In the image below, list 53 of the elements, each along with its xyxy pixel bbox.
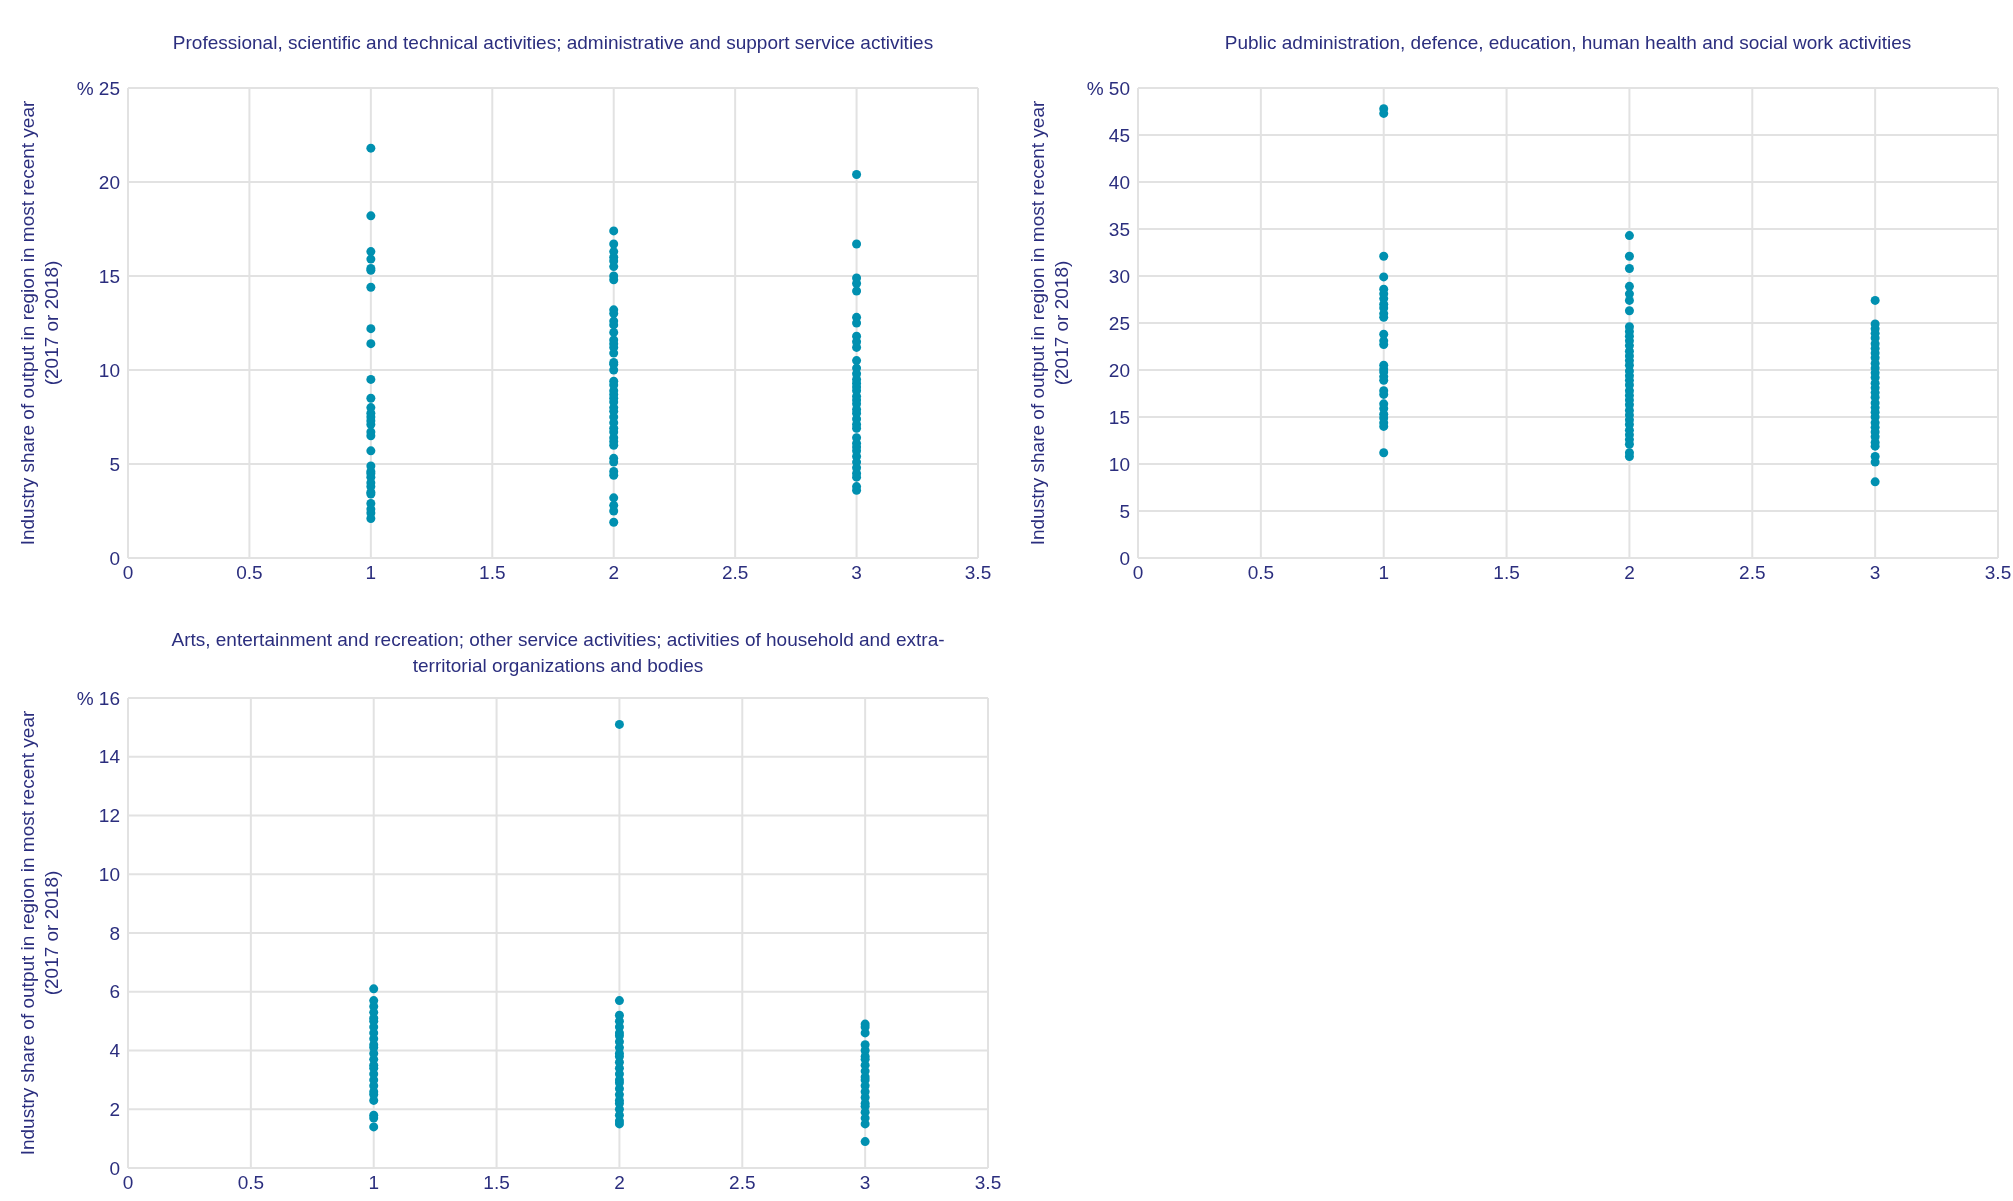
y-tick-label: 14 bbox=[98, 746, 121, 768]
x-tick-label: 2 bbox=[608, 562, 619, 584]
x-tick-label: 1 bbox=[365, 562, 377, 584]
x-tick-label: 1 bbox=[1378, 562, 1389, 584]
x-tick-label: 1.5 bbox=[1493, 562, 1520, 584]
y-axis-title: Industry share of output in region in most recent year (2017 or 2018) bbox=[1026, 99, 1073, 548]
y-tick-label: 10 bbox=[98, 359, 120, 381]
y-tick-label: 35 bbox=[1108, 218, 1130, 240]
chart-title: Professional, scientific and technical activities; administrative and support service activities bbox=[172, 31, 934, 55]
y-tick-label: 25 bbox=[1108, 312, 1130, 334]
x-tick-label: 0.5 bbox=[236, 562, 263, 584]
y-tick-label: 5 bbox=[109, 453, 120, 475]
y-tick-label: 12 bbox=[98, 805, 120, 827]
y-tick-label: 5 bbox=[1119, 500, 1130, 522]
x-tick-label: 0.5 bbox=[237, 1172, 265, 1194]
x-tick-label: 1.5 bbox=[483, 1172, 510, 1194]
x-tick-label: 3.5 bbox=[974, 1172, 1002, 1194]
y-tick-label: 6 bbox=[109, 981, 120, 1003]
y-tick-label: 8 bbox=[109, 922, 120, 944]
y-tick-label: 15 bbox=[98, 265, 120, 287]
y-tick-label: 0 bbox=[109, 547, 120, 569]
y-tick-label: 4 bbox=[109, 1040, 121, 1062]
y-tick-label: 20 bbox=[1108, 359, 1130, 381]
y-axis-title: Industry share of output in region in most recent year (2017 or 2018) bbox=[16, 709, 63, 1158]
x-tick-label: 0.5 bbox=[1247, 562, 1275, 584]
x-tick-label: 2.5 bbox=[729, 1172, 756, 1194]
y-tick-label: 10 bbox=[98, 863, 120, 885]
x-tick-label: 3.5 bbox=[1984, 562, 2012, 584]
y-tick-label: 10 bbox=[1108, 453, 1130, 475]
y-tick-label: 15 bbox=[1108, 406, 1130, 428]
x-tick-label: 3 bbox=[1869, 562, 1881, 584]
y-axis-title: Industry share of output in region in most recent year (2017 or 2018) bbox=[16, 99, 63, 548]
y-tick-label: 0 bbox=[109, 1157, 120, 1179]
y-tick-label: 30 bbox=[1108, 265, 1130, 287]
y-tick-label: % 16 bbox=[76, 687, 120, 709]
chart-title: Arts, entertainment and recreation; other service activities; activities of household and extra-territorial organizations and bodies bbox=[170, 628, 946, 678]
x-tick-label: 2.5 bbox=[1739, 562, 1766, 584]
x-tick-label: 2 bbox=[1624, 562, 1635, 584]
chart-title: Public administration, defence, education, human health and social work activities bbox=[1224, 31, 1912, 55]
y-tick-label: 20 bbox=[98, 171, 120, 193]
y-tick-label: 45 bbox=[1108, 124, 1130, 146]
x-tick-label: 1.5 bbox=[479, 562, 506, 584]
y-tick-label: % 50 bbox=[1086, 77, 1130, 99]
x-tick-label: 3 bbox=[851, 562, 862, 584]
y-tick-label: 0 bbox=[1119, 547, 1130, 569]
y-tick-label: 40 bbox=[1108, 171, 1130, 193]
x-tick-label: 2 bbox=[614, 1172, 625, 1194]
x-tick-label: 2.5 bbox=[721, 562, 749, 584]
x-tick-label: 3 bbox=[859, 1172, 871, 1194]
y-tick-label: 2 bbox=[109, 1098, 120, 1120]
x-tick-label: 3.5 bbox=[964, 562, 992, 584]
x-tick-label: 1 bbox=[368, 1172, 379, 1194]
y-tick-label: % 25 bbox=[76, 77, 120, 99]
